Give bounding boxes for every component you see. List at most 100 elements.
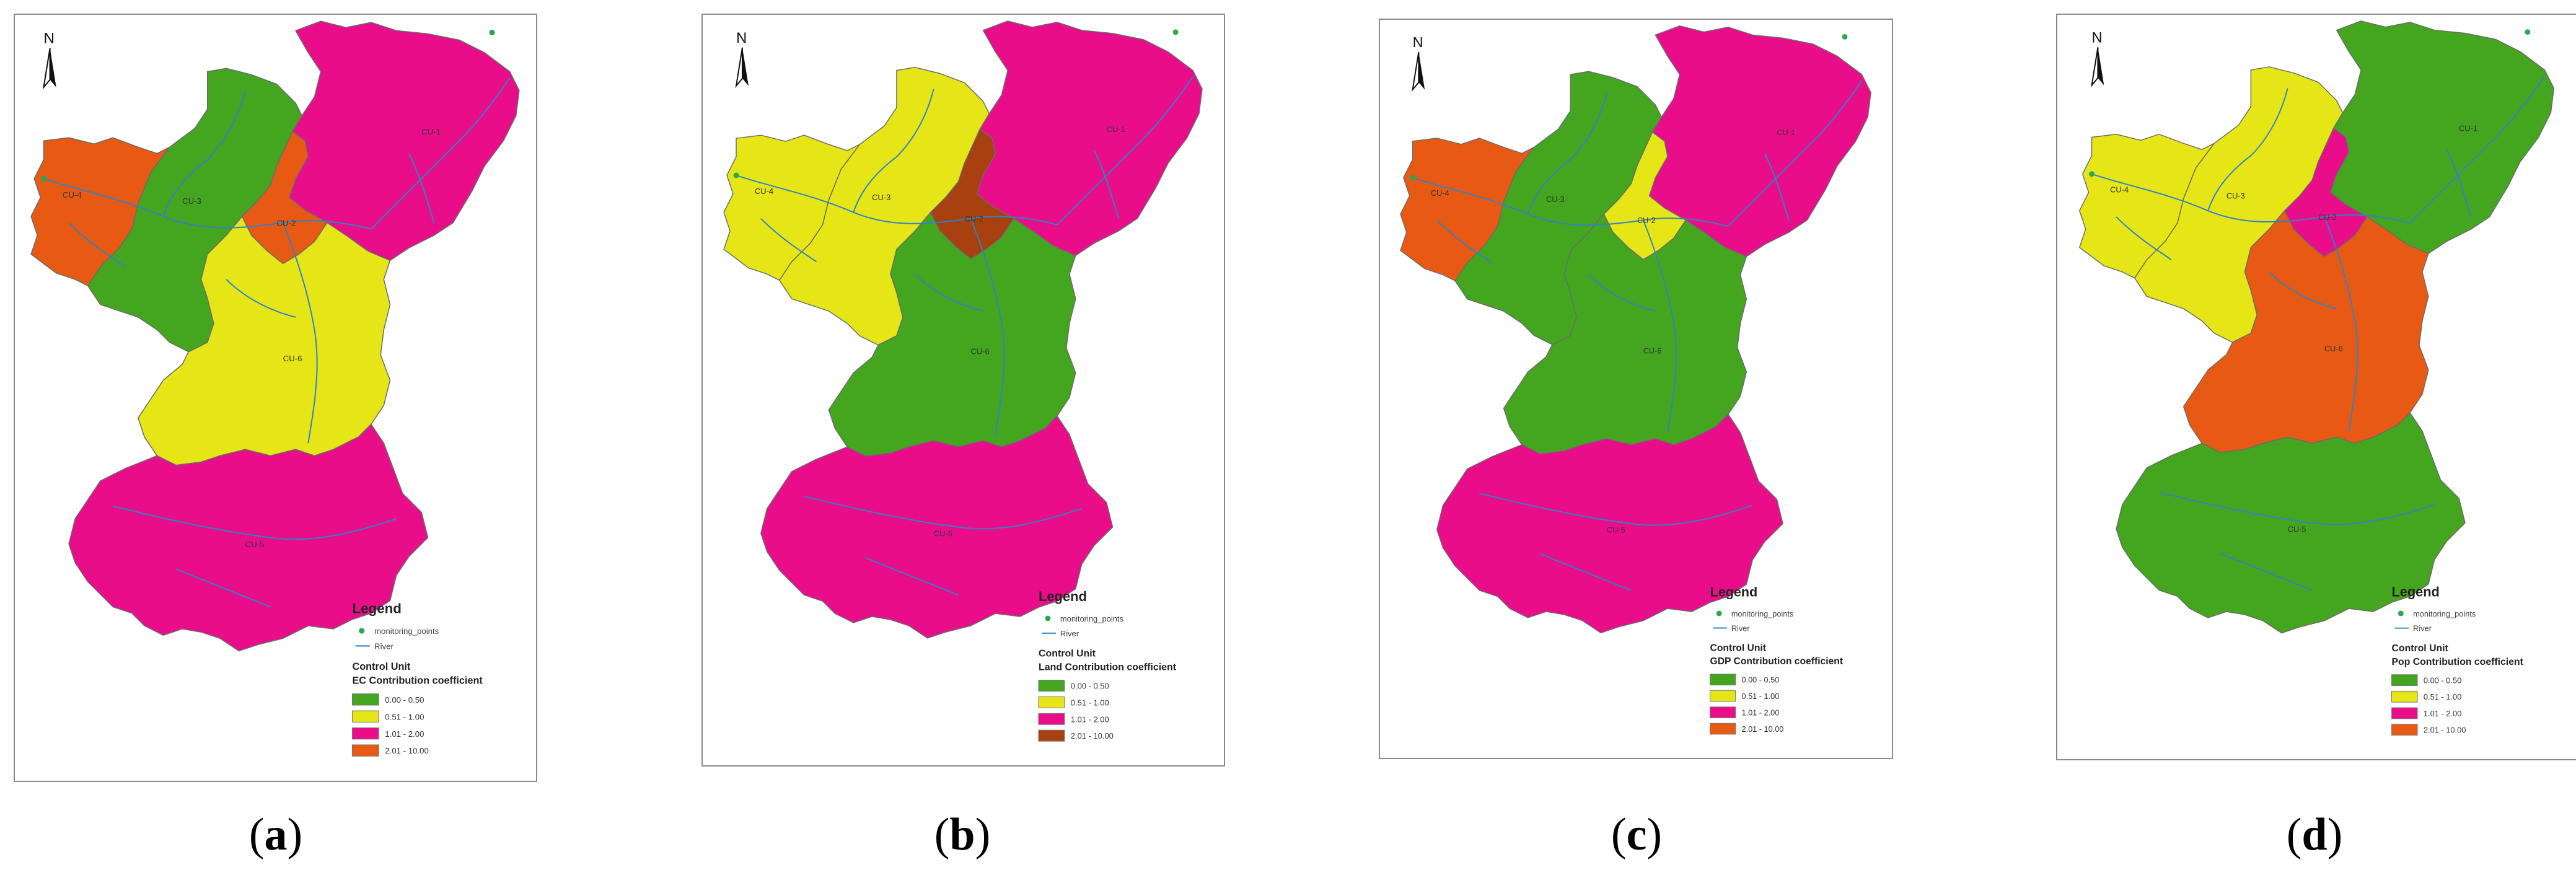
legend-control-unit: Control Unit — [352, 661, 410, 672]
monitoring-point — [489, 29, 495, 36]
legend-swatch — [1038, 680, 1065, 692]
legend-class-label: 0.00 - 0.50 — [2424, 676, 2461, 685]
legend-classes: 0.00 - 0.50 0.51 - 1.00 1.01 - 2.00 2.01 - … — [1710, 674, 1783, 735]
legend-class-label: 0.51 - 1.00 — [1741, 692, 1779, 701]
north-arrow-icon: N — [1412, 34, 1425, 92]
north-label: N — [736, 30, 747, 46]
legend-swatch — [2391, 724, 2418, 736]
legend-class-label: 0.51 - 1.00 — [385, 712, 424, 721]
unit-label-cu1: CU-1 — [421, 127, 441, 136]
legend-control-unit: Control Unit — [1710, 643, 1767, 654]
legend-class-label: 0.00 - 0.50 — [1741, 675, 1779, 685]
unit-label-cu3: CU-3 — [182, 196, 201, 206]
legend-swatch — [2391, 707, 2418, 719]
legend-swatch — [351, 744, 379, 757]
legend-class-label: 0.51 - 1.00 — [1071, 698, 1109, 707]
legend-title: Legend — [1710, 585, 1758, 600]
legend-swatch — [1710, 706, 1736, 718]
legend-monitoring-point-icon — [1716, 610, 1722, 617]
control-unit-cu5 — [68, 423, 429, 652]
legend-swatch — [1710, 674, 1736, 686]
legend-coefficient-title: EC Contribution coefficient — [352, 675, 483, 686]
unit-label-cu3: CU-3 — [872, 193, 890, 202]
monitoring-point — [2525, 29, 2531, 35]
unit-label-cu1: CU-1 — [2459, 124, 2477, 133]
monitoring-point — [733, 172, 739, 178]
legend-class-label: 2.01 - 10.00 — [1741, 724, 1783, 734]
legend-class-label: 1.01 - 2.00 — [1741, 708, 1779, 718]
legend-classes: 0.00 - 0.50 0.51 - 1.00 1.01 - 2.00 2.01 - … — [351, 693, 429, 757]
unit-label-cu6: CU-6 — [2324, 344, 2343, 353]
legend-swatch — [351, 727, 379, 740]
panel-caption-d: (d) — [2286, 809, 2343, 860]
monitoring-point — [1172, 29, 1179, 35]
legend-river-label: River — [1731, 623, 1750, 633]
unit-label-cu1: CU-1 — [1777, 128, 1795, 137]
map-panel-d: N — [2056, 14, 2576, 760]
legend-class-label: 2.01 - 10.00 — [1071, 731, 1114, 740]
legend-swatch — [351, 710, 379, 723]
legend-monitoring-point-icon — [359, 628, 365, 634]
unit-label-cu2: CU-2 — [2318, 213, 2337, 222]
map-canvas: N — [2078, 20, 2555, 736]
legend-class-label: 1.01 - 2.00 — [2424, 709, 2461, 718]
legend-swatch — [1710, 690, 1736, 702]
legend-title: Legend — [352, 601, 402, 617]
legend-coefficient-title: GDP Contribution coefficient — [1710, 656, 1844, 667]
control-unit-cu4 — [1400, 138, 1535, 282]
river-network — [1412, 80, 1863, 591]
legend-monitoring-label: monitoring_points — [374, 626, 439, 636]
control-unit-cu4 — [723, 134, 860, 281]
north-arrow-icon: N — [735, 30, 749, 88]
legend-classes: 0.00 - 0.50 0.51 - 1.00 1.01 - 2.00 2.01 - … — [2391, 674, 2466, 736]
legend-swatch — [1038, 729, 1065, 742]
unit-label-cu3: CU-3 — [1546, 195, 1565, 204]
unit-label-cu6: CU-6 — [283, 354, 302, 363]
map-legend: Legend monitoring_points River Control U… — [2391, 584, 2524, 736]
legend-class-label: 2.01 - 10.00 — [385, 746, 428, 755]
unit-label-cu5: CU-5 — [1607, 525, 1625, 535]
north-arrow-icon: N — [2091, 30, 2104, 87]
legend-class-label: 0.00 - 0.50 — [1071, 682, 1109, 691]
legend-classes: 0.00 - 0.50 0.51 - 1.00 1.01 - 2.00 2.01 - … — [1038, 680, 1114, 742]
map-legend: Legend monitoring_points River Control U… — [1038, 589, 1177, 742]
legend-monitoring-point-icon — [2398, 610, 2404, 617]
unit-label-cu4: CU-4 — [755, 187, 773, 196]
map-panel-c: N — [1379, 19, 1893, 759]
unit-label-cu5: CU-5 — [2288, 525, 2306, 534]
unit-label-cu4: CU-4 — [2110, 185, 2129, 194]
legend-river-label: River — [2413, 624, 2432, 633]
panel-caption-a: (a) — [248, 809, 303, 860]
legend-coefficient-title: Land Contribution coefficient — [1039, 662, 1177, 673]
legend-class-label: 2.01 - 10.00 — [2424, 726, 2466, 735]
map-legend: Legend monitoring_points River Control U… — [351, 601, 483, 757]
north-label: N — [1413, 34, 1423, 50]
legend-class-label: 0.51 - 1.00 — [2424, 692, 2461, 701]
legend-class-label: 0.00 - 0.50 — [385, 695, 424, 705]
unit-label-cu1: CU-1 — [1107, 125, 1125, 134]
unit-label-cu6: CU-6 — [1643, 346, 1662, 356]
legend-control-unit: Control Unit — [1039, 649, 1096, 659]
legend-swatch — [351, 693, 379, 706]
monitoring-point — [40, 175, 47, 182]
control-unit-cu5 — [1436, 413, 1783, 634]
river-network — [43, 77, 511, 608]
river-network — [736, 76, 1193, 596]
legend-river-label: River — [374, 642, 393, 651]
unit-label-cu4: CU-4 — [63, 190, 82, 200]
legend-class-label: 1.01 - 2.00 — [1071, 714, 1109, 724]
panel-caption-b: (b) — [934, 809, 991, 860]
unit-label-cu5: CU-5 — [934, 529, 952, 538]
map-canvas: N — [723, 20, 1203, 742]
legend-swatch — [1710, 723, 1736, 735]
control-unit-cu5 — [2116, 411, 2466, 634]
map-panel-a: N — [14, 14, 537, 782]
legend-swatch — [1038, 713, 1065, 725]
legend-monitoring-point-icon — [1045, 615, 1051, 622]
map-canvas: N — [30, 20, 520, 757]
north-label: N — [43, 30, 55, 47]
legend-control-unit: Control Unit — [2392, 643, 2449, 654]
legend-monitoring-label: monitoring_points — [1731, 609, 1793, 618]
legend-swatch — [1038, 696, 1065, 708]
monitoring-point — [1842, 34, 1848, 40]
